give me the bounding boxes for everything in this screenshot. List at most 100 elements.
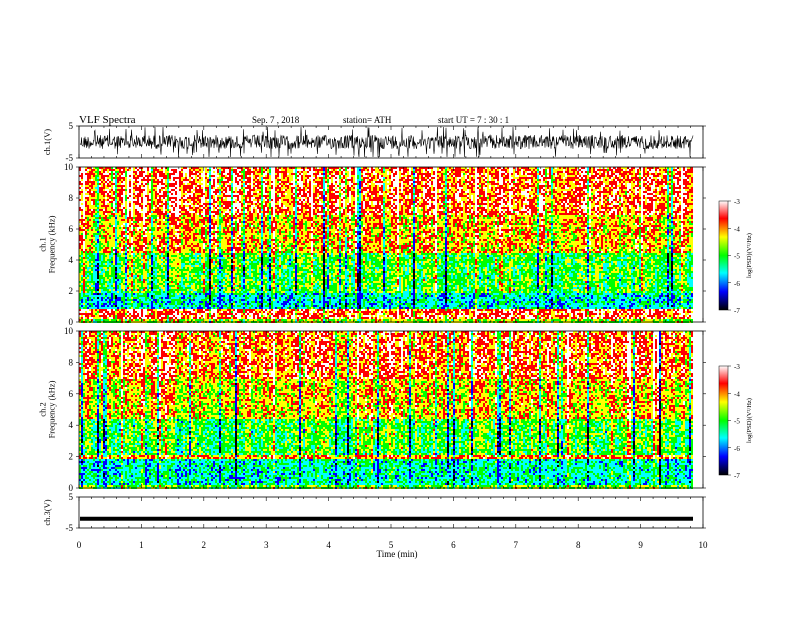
s1-cell xyxy=(361,193,363,195)
s1-cell xyxy=(617,197,619,199)
s1-cell xyxy=(237,169,239,171)
s1-cell xyxy=(407,181,409,183)
s1-cell xyxy=(151,193,153,195)
s1-cell xyxy=(161,183,163,185)
s1-cell xyxy=(129,195,131,197)
s1-cell xyxy=(203,187,205,189)
s1-cell xyxy=(487,189,489,191)
s1-cell xyxy=(265,195,267,197)
s1-cell xyxy=(653,185,655,187)
s1-cell xyxy=(283,177,285,179)
s1-cell xyxy=(499,181,501,183)
s1-cell xyxy=(623,179,625,181)
s1-cell xyxy=(613,195,615,197)
s1-cell xyxy=(273,183,275,185)
s1-cell xyxy=(589,181,591,183)
s1-cell xyxy=(353,175,355,177)
s1-cell xyxy=(297,189,299,191)
s1-cell xyxy=(669,185,671,187)
s1-cell xyxy=(459,183,461,185)
s1-cell xyxy=(337,179,339,181)
s1-cell xyxy=(81,183,83,185)
s1-cell xyxy=(661,179,663,181)
s1-cell xyxy=(259,177,261,179)
s1-cell xyxy=(383,181,385,183)
s1-cell xyxy=(373,191,375,193)
s1-cell xyxy=(599,189,601,191)
s1-cell xyxy=(383,175,385,177)
s1-cell xyxy=(133,189,135,191)
s1-cell xyxy=(663,185,665,187)
s1-cell xyxy=(163,175,165,177)
s1-cell xyxy=(467,173,469,175)
s1-cell xyxy=(477,191,479,193)
s1-cell xyxy=(669,193,671,195)
s1-cell xyxy=(583,187,585,189)
s1-cell xyxy=(285,177,287,179)
s1-cell xyxy=(453,175,455,177)
s1-cell xyxy=(195,171,197,173)
s1-cell xyxy=(387,195,389,197)
s1-cell xyxy=(419,189,421,191)
s1-cell xyxy=(529,173,531,175)
s1-cell xyxy=(495,171,497,173)
s1-cell xyxy=(87,185,89,187)
s1-cell xyxy=(677,173,679,175)
s1-cell xyxy=(135,187,137,189)
s1-cell xyxy=(485,169,487,171)
s1-cell xyxy=(241,183,243,185)
s1-cell xyxy=(105,179,107,181)
s1-cell xyxy=(683,177,685,179)
s1-cell xyxy=(437,187,439,189)
s1-cell xyxy=(535,195,537,197)
s1-cell xyxy=(187,181,189,183)
s1-cell xyxy=(323,183,325,185)
s1-cell xyxy=(677,193,679,195)
s1-cell xyxy=(577,171,579,173)
s1-cell xyxy=(319,195,321,197)
s1-cell xyxy=(541,197,543,199)
s1-cell xyxy=(537,171,539,173)
s1-cell xyxy=(565,183,567,185)
s1-cell xyxy=(191,183,193,185)
s1-cell xyxy=(153,193,155,195)
s1-cell xyxy=(399,185,401,187)
s1-cell xyxy=(513,189,515,191)
s1-cell xyxy=(369,171,371,173)
s1-cell xyxy=(499,185,501,187)
s1-cell xyxy=(437,179,439,181)
s1-cell xyxy=(251,173,253,175)
s1-cell xyxy=(439,181,441,183)
s1-cell xyxy=(587,175,589,177)
s1-cell xyxy=(387,185,389,187)
s1-cell xyxy=(623,177,625,179)
s1-cell xyxy=(653,191,655,193)
s1-cell xyxy=(275,189,277,191)
s1-cell xyxy=(649,177,651,179)
s1-cell xyxy=(445,179,447,181)
s1-cell xyxy=(229,183,231,185)
s1-cell xyxy=(201,195,203,197)
s1-cell xyxy=(337,177,339,179)
s1-cell xyxy=(617,169,619,171)
s1-cell xyxy=(527,177,529,179)
s1-cell xyxy=(611,197,613,199)
s1-cell xyxy=(659,169,661,171)
s1-cell xyxy=(207,185,209,187)
s1-cell xyxy=(645,177,647,179)
s1-cell xyxy=(319,191,321,193)
s1-cell xyxy=(497,187,499,189)
s1-cell xyxy=(433,187,435,189)
s1-cell xyxy=(105,181,107,183)
s1-cell xyxy=(481,175,483,177)
s1-cell xyxy=(427,173,429,175)
s1-cell xyxy=(185,177,187,179)
s1-cell xyxy=(625,189,627,191)
s1-cell xyxy=(81,171,83,173)
s1-cell xyxy=(581,175,583,177)
s1-cell xyxy=(261,181,263,183)
s1-cell xyxy=(111,197,113,199)
s1-cell xyxy=(651,195,653,197)
s1-cell xyxy=(91,193,93,195)
s1-cell xyxy=(259,183,261,185)
